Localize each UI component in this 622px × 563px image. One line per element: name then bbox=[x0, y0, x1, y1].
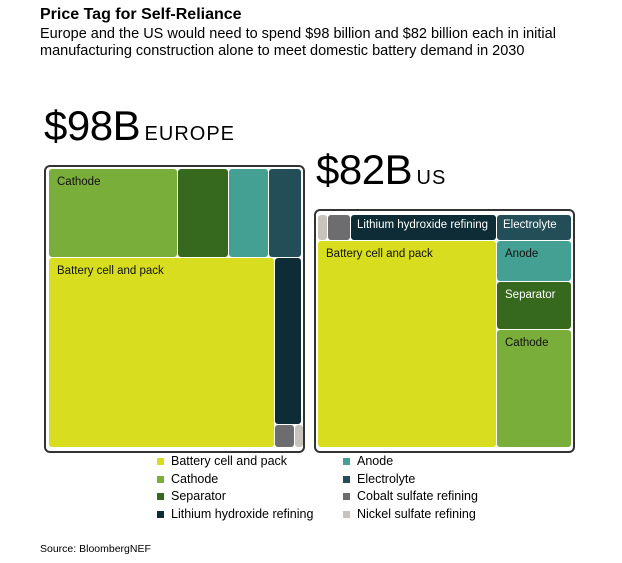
legend-label: Battery cell and pack bbox=[171, 454, 288, 468]
chart-title: Price Tag for Self-Reliance bbox=[40, 6, 242, 23]
europe-total: $98B bbox=[44, 102, 141, 149]
legend-item-lithium-hydroxide-refining: Lithium hydroxide refining bbox=[157, 506, 314, 521]
cell-label: Electrolyte bbox=[503, 219, 557, 231]
europe-cell-separator bbox=[178, 169, 228, 257]
europe-label: EUROPE bbox=[144, 123, 236, 145]
europe-cell-electrolyte bbox=[269, 169, 301, 257]
legend-label: Cathode bbox=[171, 471, 219, 486]
legend-swatch bbox=[157, 458, 164, 465]
us-cell-lithium-hydroxide-refining: Lithium hydroxide refining bbox=[351, 215, 496, 240]
legend-swatch bbox=[343, 475, 350, 483]
us-cell-nickel-sulfate-refining bbox=[318, 215, 327, 240]
legend-swatch bbox=[343, 510, 350, 518]
cell-label: Lithium hydroxide refining bbox=[357, 219, 489, 231]
cell-label: Separator bbox=[505, 289, 556, 301]
cell-label: Battery cell and pack bbox=[57, 265, 164, 277]
cell-label: Cathode bbox=[57, 176, 101, 188]
us-treemap bbox=[314, 209, 575, 453]
europe-cell-cathode: Cathode bbox=[49, 169, 177, 257]
legend-label: Separator bbox=[171, 489, 226, 503]
us-cell-cobalt-sulfate-refining bbox=[328, 215, 350, 240]
cell-label: Cathode bbox=[505, 337, 549, 349]
europe-cell-anode bbox=[229, 169, 268, 257]
cell-label: Anode bbox=[505, 248, 539, 260]
legend-label: Electrolyte bbox=[357, 471, 416, 486]
legend-label: Cobalt sulfate refining bbox=[357, 489, 478, 503]
us-cell-separator: Separator bbox=[497, 282, 571, 329]
cell-label: Battery cell and pack bbox=[326, 248, 433, 260]
europe-cell-cobalt-sulfate-refining bbox=[275, 425, 294, 447]
us-total: $82B bbox=[316, 146, 413, 193]
legend-swatch bbox=[343, 458, 350, 465]
europe-cell-nickel-sulfate-refining bbox=[295, 425, 303, 447]
legend-item-anode: Anode bbox=[343, 454, 394, 468]
us-label: US bbox=[416, 167, 447, 189]
legend-item-cathode: Cathode bbox=[157, 471, 219, 486]
europe-cell-battery-cell-and-pack: Battery cell and pack bbox=[49, 258, 274, 447]
legend-item-electrolyte: Electrolyte bbox=[343, 471, 416, 486]
legend-swatch bbox=[157, 510, 164, 518]
legend-label: Nickel sulfate refining bbox=[357, 506, 476, 521]
europe-treemap bbox=[44, 165, 305, 453]
legend-item-cobalt-sulfate-refining: Cobalt sulfate refining bbox=[343, 489, 478, 503]
us-cell-anode: Anode bbox=[497, 241, 571, 281]
us-cell-electrolyte: Electrolyte bbox=[497, 215, 571, 240]
us-header: $82B US bbox=[316, 146, 446, 194]
legend-swatch bbox=[343, 493, 350, 500]
legend-label: Lithium hydroxide refining bbox=[171, 506, 314, 521]
us-cell-cathode: Cathode bbox=[497, 330, 571, 447]
legend-item-battery-cell-and-pack: Battery cell and pack bbox=[157, 454, 288, 468]
legend-swatch bbox=[157, 475, 164, 483]
legend-item-nickel-sulfate-refining: Nickel sulfate refining bbox=[343, 506, 476, 521]
chart-subtitle: Europe and the US would need to spend $9… bbox=[40, 26, 556, 59]
legend-label: Anode bbox=[357, 454, 394, 468]
europe-header: $98B EUROPE bbox=[44, 102, 235, 150]
legend-item-separator: Separator bbox=[157, 489, 226, 503]
europe-cell-lithium-hydroxide-refining bbox=[275, 258, 301, 424]
source-note: Source: BloombergNEF bbox=[40, 543, 151, 555]
legend-swatch bbox=[157, 493, 164, 500]
us-cell-battery-cell-and-pack: Battery cell and pack bbox=[318, 241, 496, 447]
